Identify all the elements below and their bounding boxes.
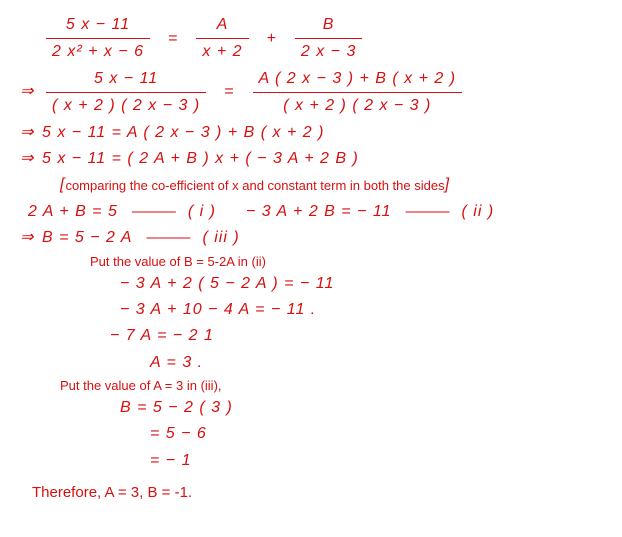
note-compare-coefficients: [ comparing the co-efficient of x and co…	[60, 174, 602, 196]
note-substitute-a: Put the value of A = 3 in (iii),	[60, 378, 602, 393]
eq-text: = 5 − 6	[150, 423, 207, 445]
eq-text: − 3 A + 2 ( 5 − 2 A ) = − 11	[120, 273, 334, 295]
eq-text: − 3 A + 10 − 4 A = − 11 .	[120, 299, 316, 321]
eq-ii-text: − 3 A + 2 B = − 11	[246, 201, 392, 223]
eq-sub-step1: − 3 A + 2 ( 5 − 2 A ) = − 11	[120, 273, 602, 295]
num: B	[295, 14, 362, 39]
equals: =	[224, 81, 234, 103]
dash: ———	[132, 201, 174, 223]
rhs-frac: A ( 2 x − 3 ) + B ( x + 2 ) ( x + 2 ) ( …	[253, 68, 463, 118]
implies-arrow: ⇒	[20, 81, 42, 103]
dash: ———	[146, 227, 188, 249]
eq-solve-b2: = 5 − 6	[150, 423, 602, 445]
note-text: comparing the co-efficient of x and cons…	[65, 178, 444, 193]
eq-text: B = 5 − 2 A	[42, 227, 132, 249]
num: 5 x − 11	[46, 14, 150, 39]
conclusion: Therefore, A = 3, B = -1.	[32, 484, 602, 501]
r2-frac: B 2 x − 3	[295, 14, 362, 64]
note-text: Put the value of A = 3 in (iii),	[60, 378, 222, 393]
implies-arrow: ⇒	[20, 148, 42, 170]
num: 5 x − 11	[46, 68, 206, 93]
note-substitute-b: Put the value of B = 5-2A in (ii)	[90, 254, 602, 269]
eq-sub-step2: − 3 A + 10 − 4 A = − 11 .	[120, 299, 602, 321]
eq-text: − 7 A = − 2 1	[110, 325, 214, 347]
implies-arrow: ⇒	[20, 122, 42, 144]
dash: ———	[405, 201, 447, 223]
den: x + 2	[196, 39, 248, 63]
conclusion-text: Therefore, A = 3, B = -1.	[32, 484, 192, 501]
eq-sub-step3: − 7 A = − 2 1	[110, 325, 602, 347]
note-text: Put the value of B = 5-2A in (ii)	[90, 254, 266, 269]
eq-i-tag: ( i )	[188, 201, 216, 223]
eq-coeff-system: 2 A + B = 5 ——— ( i ) − 3 A + 2 B = − 11…	[28, 201, 602, 223]
eq-ii-tag: ( ii )	[461, 201, 494, 223]
eq-expanded: ⇒ 5 x − 11 = ( 2 A + B ) x + ( − 3 A + 2…	[20, 148, 602, 170]
eq-solve-b3: = − 1	[150, 450, 602, 472]
eq-text: B = 5 − 2 ( 3 )	[120, 397, 233, 419]
eq-text: 5 x − 11 = A ( 2 x − 3 ) + B ( x + 2 )	[42, 122, 324, 144]
eq-solve-a: A = 3 .	[150, 352, 602, 374]
eq-text: = − 1	[150, 450, 191, 472]
eq-iii: ⇒ B = 5 − 2 A ——— ( iii )	[20, 227, 602, 249]
eq-iii-tag: ( iii )	[202, 227, 239, 249]
num: A ( 2 x − 3 ) + B ( x + 2 )	[253, 68, 463, 93]
num: A	[196, 14, 248, 39]
lhs-frac: 5 x − 11 2 x² + x − 6	[46, 14, 150, 64]
eq-common-denominator: ⇒ 5 x − 11 ( x + 2 ) ( 2 x − 3 ) = A ( 2…	[20, 68, 602, 118]
lhs-frac: 5 x − 11 ( x + 2 ) ( 2 x − 3 )	[46, 68, 206, 118]
bracket-close: ]	[445, 174, 450, 196]
eq-text: A = 3 .	[150, 352, 203, 374]
eq-text: 5 x − 11 = ( 2 A + B ) x + ( − 3 A + 2 B…	[42, 148, 359, 170]
equals: =	[168, 28, 178, 50]
eq-solve-b1: B = 5 − 2 ( 3 )	[120, 397, 602, 419]
eq-partial-fractions-setup: 5 x − 11 2 x² + x − 6 = A x + 2 + B 2 x …	[20, 14, 602, 64]
implies-arrow: ⇒	[20, 227, 42, 249]
plus: +	[267, 28, 277, 50]
den: ( x + 2 ) ( 2 x − 3 )	[46, 93, 206, 117]
den: 2 x² + x − 6	[46, 39, 150, 63]
den: ( x + 2 ) ( 2 x − 3 )	[253, 93, 463, 117]
den: 2 x − 3	[295, 39, 362, 63]
r1-frac: A x + 2	[196, 14, 248, 64]
eq-numerators-equal: ⇒ 5 x − 11 = A ( 2 x − 3 ) + B ( x + 2 )	[20, 122, 602, 144]
eq-i-text: 2 A + B = 5	[28, 201, 118, 223]
